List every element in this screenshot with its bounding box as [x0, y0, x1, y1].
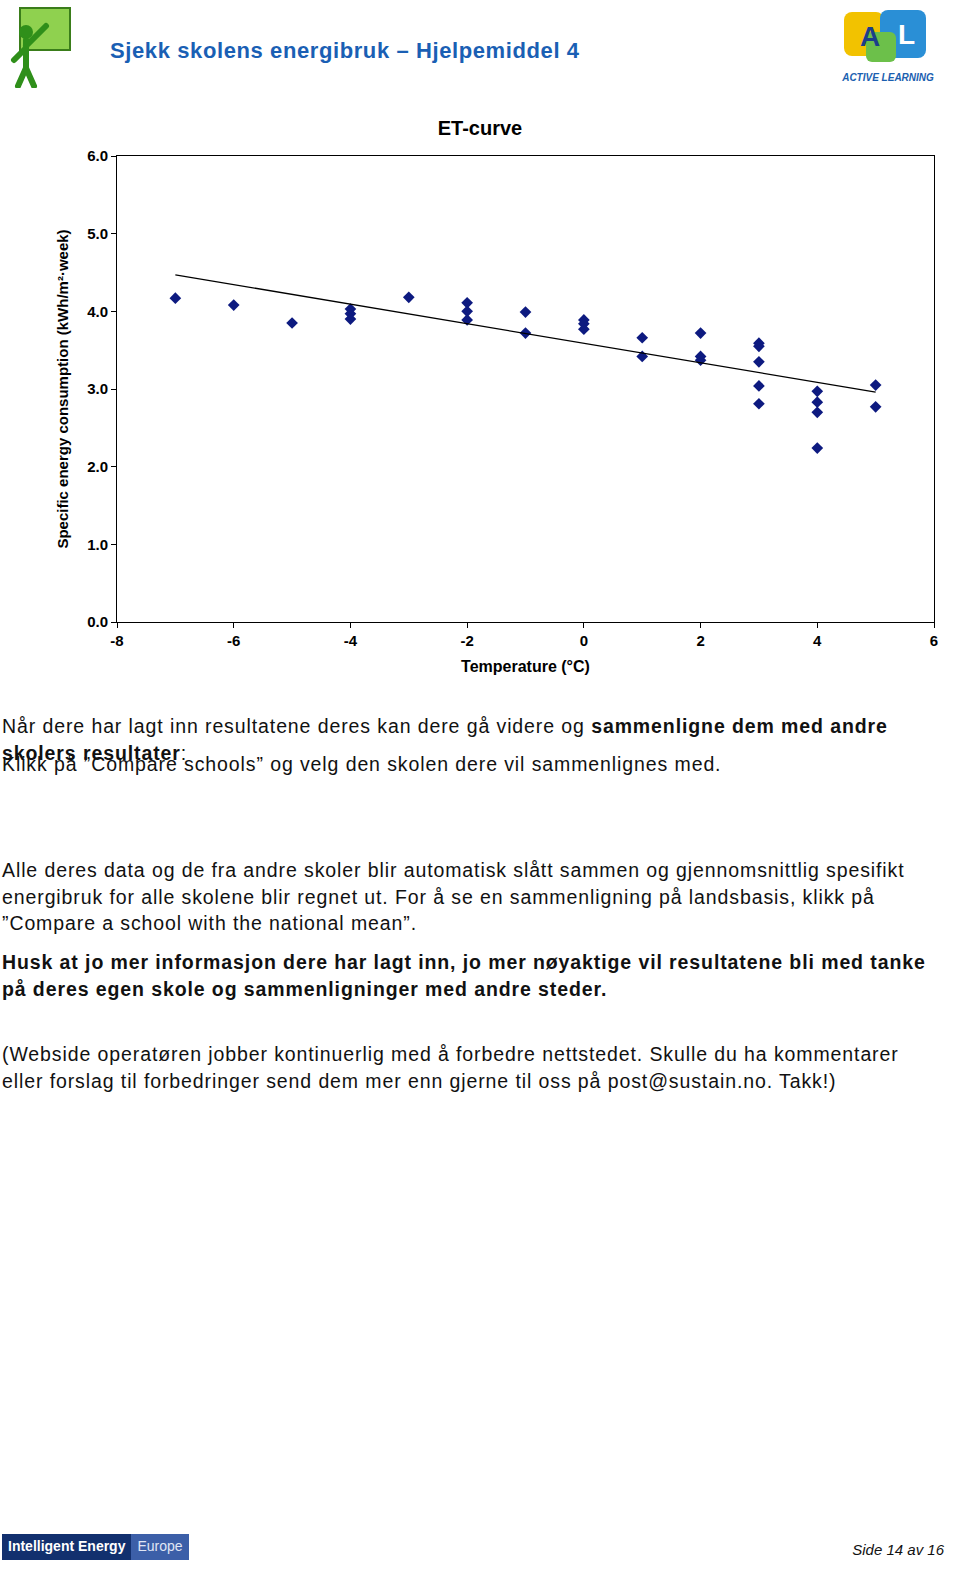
- svg-text:5.0: 5.0: [87, 225, 108, 242]
- svg-text:Temperature (°C): Temperature (°C): [461, 658, 590, 675]
- svg-text:2: 2: [696, 632, 704, 649]
- svg-text:0: 0: [580, 632, 588, 649]
- html-text:Intelligent Energy: Intelligent Energy: [8, 1538, 126, 1554]
- svg-text:4.0: 4.0: [87, 303, 108, 320]
- html-text:Når dere har lagt inn resultat: Når dere har lagt inn resultatene deres …: [2, 715, 888, 764]
- svg-text:2.0: 2.0: [87, 458, 108, 475]
- svg-text:L: L: [898, 19, 915, 50]
- svg-text:-2: -2: [460, 632, 473, 649]
- html-text:Husk at jo mer informasjon der: Husk at jo mer informasjon dere har lagt…: [2, 951, 926, 1000]
- html-text:ACTIVE LEARNING: ACTIVE LEARNING: [842, 72, 934, 83]
- html-text:Alle deres data og de fra andr: Alle deres data og de fra andre skoler b…: [2, 859, 905, 934]
- svg-text:4: 4: [813, 632, 822, 649]
- html-text:Europe: Europe: [137, 1538, 183, 1554]
- svg-text:1.0: 1.0: [87, 536, 108, 553]
- html-text:Klikk på ”Compare schools” og: Klikk på ”Compare schools” og velg den s…: [2, 753, 722, 775]
- svg-text:A: A: [860, 21, 880, 52]
- svg-text:-6: -6: [227, 632, 240, 649]
- svg-text:ET-curve: ET-curve: [438, 117, 522, 139]
- svg-text:3.0: 3.0: [87, 380, 108, 397]
- html-text:(Webside operatøren jobber kon: (Webside operatøren jobber kontinuerlig …: [2, 1043, 899, 1092]
- svg-text:Specific energy consumption (k: Specific energy consumption (kWh/m²·week…: [54, 229, 71, 548]
- svg-text:0.0: 0.0: [87, 613, 108, 630]
- html-text:Side 14 av 16: Side 14 av 16: [852, 1541, 944, 1558]
- svg-text:-4: -4: [344, 632, 358, 649]
- svg-text:6.0: 6.0: [87, 147, 108, 164]
- svg-text:6: 6: [930, 632, 938, 649]
- html-text:Sjekk skolens energibruk – Hje: Sjekk skolens energibruk – Hjelpemiddel …: [110, 38, 580, 63]
- svg-text:-8: -8: [110, 632, 123, 649]
